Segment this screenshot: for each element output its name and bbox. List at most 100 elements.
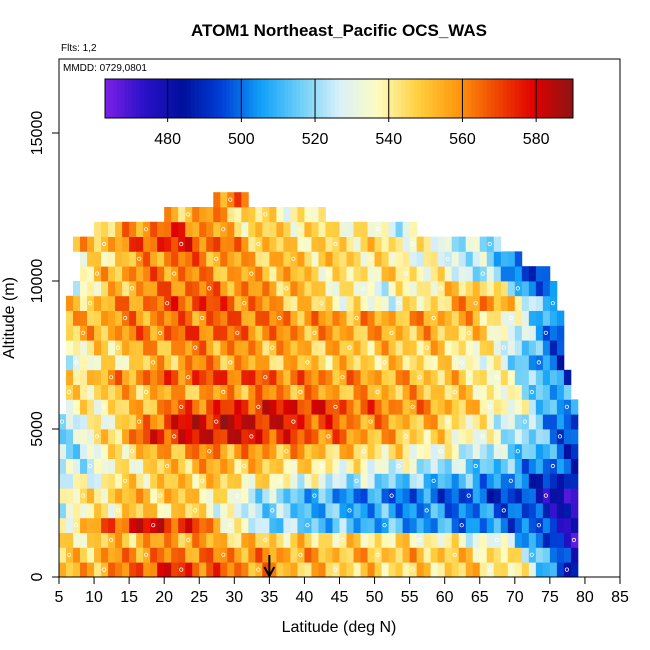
heatmap-cell xyxy=(346,562,354,578)
heatmap-cell xyxy=(206,310,214,326)
heatmap-cell xyxy=(402,310,411,326)
heatmap-cell xyxy=(353,458,361,474)
heatmap-cell xyxy=(297,429,305,445)
heatmap-cell xyxy=(528,517,537,533)
heatmap-cell xyxy=(297,562,305,578)
heatmap-cell xyxy=(486,384,495,400)
heatmap-cell xyxy=(402,236,411,252)
heatmap-cell xyxy=(199,532,207,548)
heatmap-cell xyxy=(283,488,291,504)
heatmap-cell xyxy=(157,429,165,445)
heatmap-cell xyxy=(486,281,495,297)
heatmap-cell xyxy=(542,325,551,341)
heatmap-cell xyxy=(220,562,228,578)
heatmap-cell xyxy=(234,251,242,267)
heatmap-cell xyxy=(395,295,404,311)
heatmap-cell xyxy=(87,429,95,445)
heatmap-cell xyxy=(206,340,214,356)
colorbar-swatch xyxy=(385,79,391,118)
heatmap-cell xyxy=(206,547,214,563)
heatmap-cell xyxy=(192,414,200,430)
heatmap-cell xyxy=(255,340,263,356)
heatmap-cell xyxy=(136,562,144,578)
colorbar-swatch xyxy=(124,79,129,118)
heatmap-cell xyxy=(87,236,95,252)
heatmap-cell xyxy=(332,384,340,400)
sample-point xyxy=(186,537,191,543)
heatmap-cell xyxy=(248,488,256,504)
heatmap-cell xyxy=(108,355,116,371)
heatmap-cell xyxy=(199,369,207,385)
heatmap-cell xyxy=(66,547,74,563)
sample-point xyxy=(256,404,261,409)
y-tick-label: 0 xyxy=(29,572,46,581)
heatmap-cell xyxy=(325,399,333,415)
heatmap-cell xyxy=(332,340,340,356)
heatmap-cell xyxy=(514,429,523,445)
heatmap-cell xyxy=(353,547,361,563)
heatmap-cell xyxy=(542,458,551,474)
heatmap-cell xyxy=(409,355,418,371)
heatmap-cell xyxy=(332,236,340,252)
heatmap-cell xyxy=(535,310,544,326)
sample-point xyxy=(298,389,303,395)
heatmap-cell xyxy=(325,340,333,356)
heatmap-cell xyxy=(122,532,130,548)
heatmap-cell xyxy=(346,532,354,548)
heatmap-cell xyxy=(493,503,502,519)
heatmap-cell xyxy=(507,443,516,459)
heatmap-cell xyxy=(381,236,389,252)
heatmap-cell xyxy=(339,355,347,371)
heatmap-cell xyxy=(395,369,404,385)
heatmap-cell xyxy=(353,281,361,297)
sample-point xyxy=(179,567,184,572)
heatmap-cell xyxy=(108,547,116,563)
colorbar-swatch xyxy=(144,79,149,118)
heatmap-cell xyxy=(535,562,544,578)
heatmap-cell xyxy=(276,562,284,578)
heatmap-cell xyxy=(115,562,123,578)
heatmap-cell xyxy=(465,503,474,519)
heatmap-cell xyxy=(199,236,207,252)
heatmap-cell xyxy=(255,266,263,282)
heatmap-cell xyxy=(199,340,207,356)
heatmap-cell xyxy=(381,221,389,237)
colorbar-swatch xyxy=(175,79,180,118)
sample-point xyxy=(256,241,261,247)
heatmap-cell xyxy=(220,458,228,474)
heatmap-cell xyxy=(339,310,347,326)
colorbar-swatch xyxy=(366,79,371,118)
heatmap-cell xyxy=(507,517,516,533)
heatmap-cell xyxy=(521,325,530,341)
heatmap-cell xyxy=(556,503,565,519)
heatmap-cell xyxy=(465,281,474,297)
heatmap-cell xyxy=(157,503,165,519)
heatmap-cell xyxy=(108,266,116,282)
heatmap-cell xyxy=(458,325,467,341)
heatmap-cell xyxy=(381,429,389,445)
heatmap-cell xyxy=(402,384,411,400)
heatmap-cell xyxy=(220,355,228,371)
heatmap-cell xyxy=(143,281,151,297)
heatmap-cell xyxy=(374,473,382,489)
heatmap-cell xyxy=(444,517,453,533)
heatmap-cell xyxy=(276,443,284,459)
heatmap-cell xyxy=(304,503,312,519)
heatmap-cell xyxy=(563,562,572,578)
heatmap-cell xyxy=(178,369,186,385)
heatmap-cell xyxy=(556,473,565,489)
heatmap-cell xyxy=(73,532,81,548)
heatmap-cells xyxy=(59,192,579,578)
heatmap-cell xyxy=(234,281,242,297)
heatmap-cell xyxy=(451,488,460,504)
heatmap-cell xyxy=(311,236,319,252)
heatmap-cell xyxy=(409,325,418,341)
heatmap-cell xyxy=(437,562,446,578)
heatmap-cell xyxy=(150,488,158,504)
colorbar-swatch xyxy=(354,79,359,118)
heatmap-cell xyxy=(136,325,144,341)
colorbar-swatch xyxy=(413,79,418,118)
heatmap-cell xyxy=(479,369,488,385)
sample-point xyxy=(144,552,149,557)
heatmap-cell xyxy=(507,310,516,326)
